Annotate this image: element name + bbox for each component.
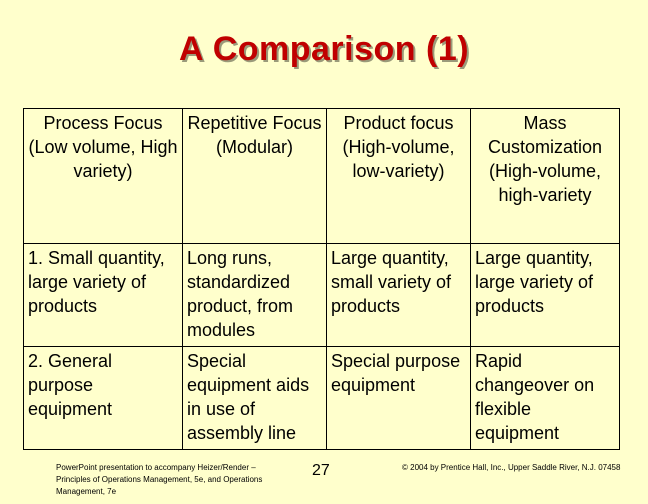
table-cell: 2. General purpose equipment	[23, 346, 183, 450]
header-cell-mass-customization: Mass Customization (High-volume, high-va…	[470, 108, 620, 244]
header-name: Mass Customization	[487, 113, 603, 157]
page-number: 27	[312, 462, 330, 479]
table-cell: Large quantity, small variety of product…	[326, 243, 471, 347]
footer-credit: PowerPoint presentation to accompany Hei…	[56, 463, 263, 496]
slide-title: A Comparison (1)	[178, 30, 470, 68]
table-row: 2. General purpose equipment Special equ…	[23, 346, 620, 450]
table-cell: Large quantity, large variety of product…	[470, 243, 620, 347]
header-desc: (Modular)	[215, 137, 294, 157]
header-name: Product focus	[343, 113, 454, 133]
table-cell: Special equipment aids in use of assembl…	[182, 346, 327, 450]
header-desc: (High-volume, low-variety)	[342, 137, 455, 181]
header-cell-repetitive-focus: Repetitive Focus (Modular)	[182, 108, 327, 244]
header-name: Process Focus	[43, 113, 163, 133]
footer-copyright: © 2004 by Prentice Hall, Inc., Upper Sad…	[402, 463, 621, 472]
header-cell-product-focus: Product focus (High-volume, low-variety)	[326, 108, 471, 244]
header-desc: (High-volume, high-variety	[488, 161, 602, 205]
comparison-table: Process Focus (Low volume, High variety)…	[23, 108, 620, 450]
table-cell: Long runs, standardized product, from mo…	[182, 243, 327, 347]
table-header-row: Process Focus (Low volume, High variety)…	[23, 108, 620, 244]
table-row: 1. Small quantity, large variety of prod…	[23, 243, 620, 347]
header-cell-process-focus: Process Focus (Low volume, High variety)	[23, 108, 183, 244]
header-desc: (Low volume, High variety)	[28, 137, 178, 181]
table-cell: Special purpose equipment	[326, 346, 471, 450]
table-cell: 1. Small quantity, large variety of prod…	[23, 243, 183, 347]
header-name: Repetitive Focus	[187, 113, 322, 133]
table-cell: Rapid changeover on flexible equipment	[470, 346, 620, 450]
